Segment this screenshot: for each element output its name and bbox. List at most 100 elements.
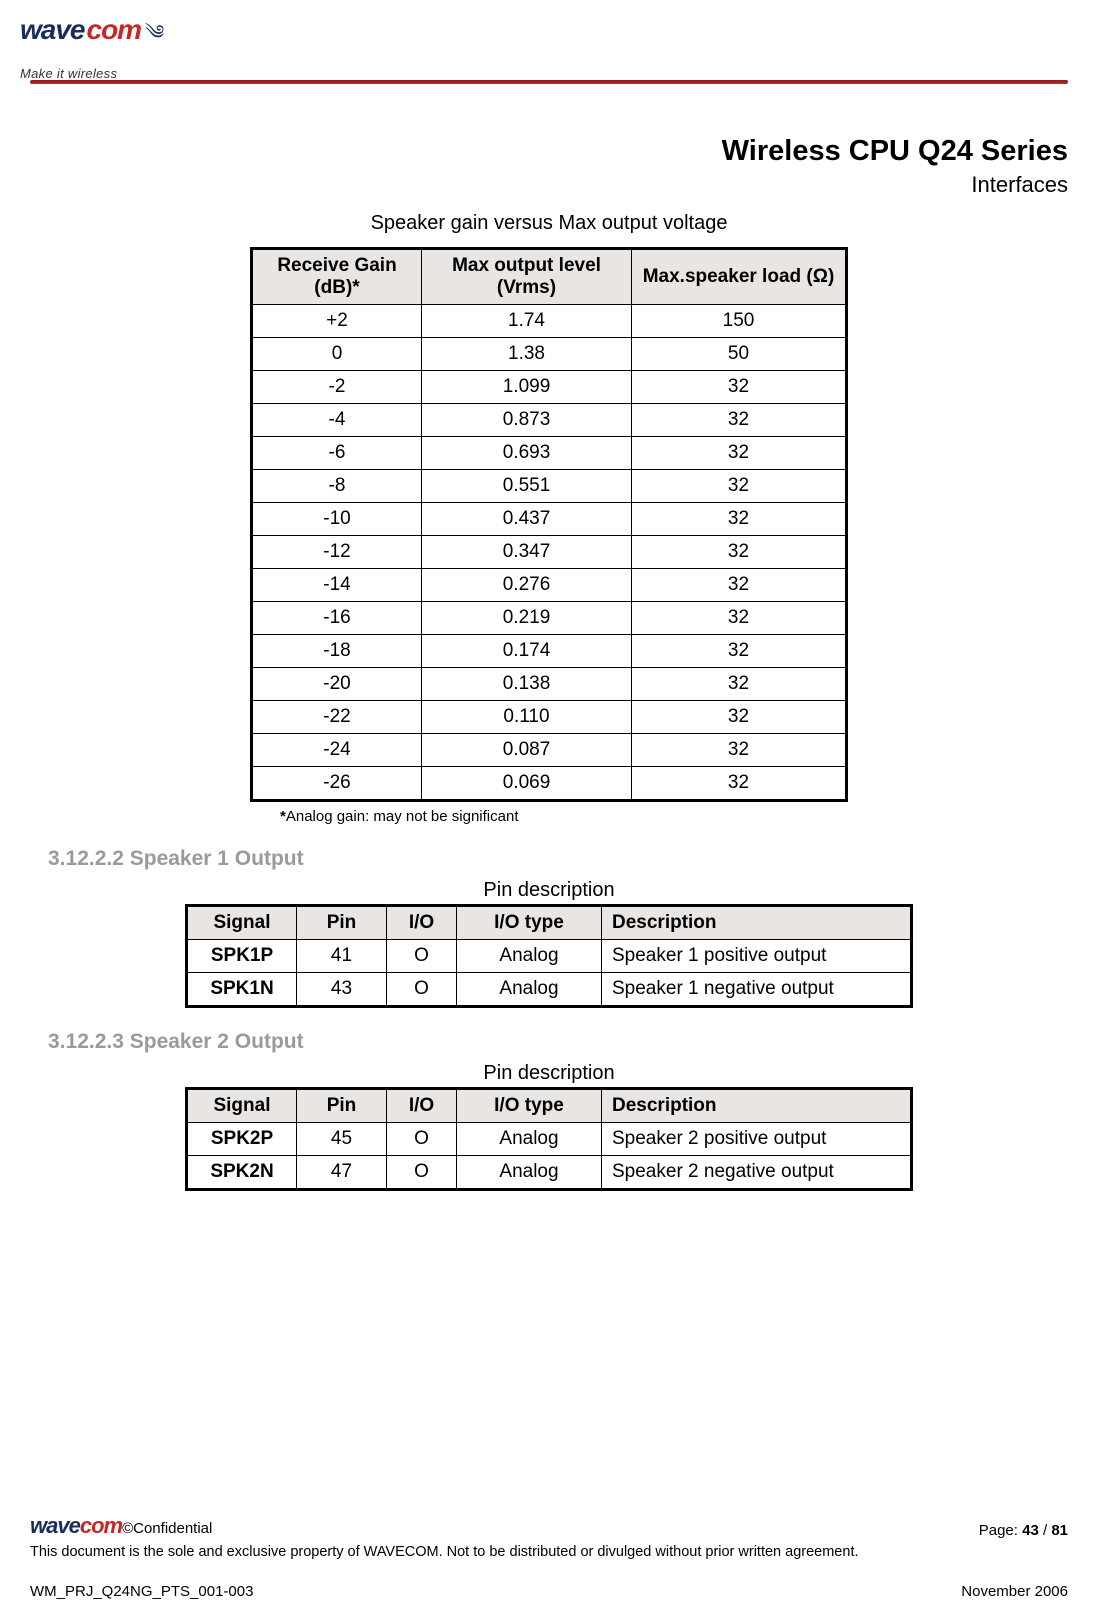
table-cell: -18 <box>252 635 422 668</box>
table-cell: 32 <box>632 569 847 602</box>
table-cell: 32 <box>632 536 847 569</box>
table-cell: 43 <box>297 973 387 1007</box>
table-cell: -6 <box>252 437 422 470</box>
table-cell: 41 <box>297 940 387 973</box>
table-row: -140.27632 <box>252 569 847 602</box>
table-row: SPK2N47OAnalogSpeaker 2 negative output <box>187 1156 912 1190</box>
table-cell: -2 <box>252 371 422 404</box>
doc-title: Wireless CPU Q24 Series <box>30 135 1068 168</box>
column-header: I/O <box>387 906 457 940</box>
column-header: I/O type <box>457 906 602 940</box>
table-row: 01.3850 <box>252 338 847 371</box>
table-cell: -10 <box>252 503 422 536</box>
table-row: -100.43732 <box>252 503 847 536</box>
disclaimer-text: This document is the sole and exclusive … <box>30 1543 1068 1561</box>
table-cell: 0.347 <box>422 536 632 569</box>
table-cell: Analog <box>457 1123 602 1156</box>
table-cell: Analog <box>457 940 602 973</box>
table-cell: 0.069 <box>422 767 632 801</box>
confidential-label: ©Confidential <box>122 1520 212 1537</box>
table-cell: -22 <box>252 701 422 734</box>
table1-footnote: *Analog gain: may not be significant <box>280 808 1068 825</box>
table-cell: 0.138 <box>422 668 632 701</box>
column-header: Max.speaker load (Ω) <box>632 249 847 305</box>
table-cell: -26 <box>252 767 422 801</box>
column-header: Signal <box>187 906 297 940</box>
column-header: Max output level (Vrms) <box>422 249 632 305</box>
doc-reference: WM_PRJ_Q24NG_PTS_001-003 <box>30 1583 253 1600</box>
doc-titles: Wireless CPU Q24 Series Interfaces <box>30 135 1068 198</box>
column-header: Receive Gain (dB)* <box>252 249 422 305</box>
pin-desc-caption-2: Pin description <box>30 1062 1068 1085</box>
column-header: Description <box>602 906 912 940</box>
table-cell: 0.219 <box>422 602 632 635</box>
table-cell: 32 <box>632 668 847 701</box>
pin-desc-caption-1: Pin description <box>30 879 1068 902</box>
table-cell: 32 <box>632 503 847 536</box>
table-cell: Speaker 2 positive output <box>602 1123 912 1156</box>
table-cell: 0.110 <box>422 701 632 734</box>
table-cell: 45 <box>297 1123 387 1156</box>
header-divider <box>30 80 1068 84</box>
column-header: I/O <box>387 1089 457 1123</box>
table-cell: O <box>387 973 457 1007</box>
section-heading-spk1: 3.12.2.2 Speaker 1 Output <box>48 847 1068 871</box>
brand-tagline: Make it wireless <box>20 66 164 81</box>
column-header: Pin <box>297 1089 387 1123</box>
table-cell: SPK2N <box>187 1156 297 1190</box>
doc-subtitle: Interfaces <box>30 172 1068 198</box>
column-header: Pin <box>297 906 387 940</box>
table1-caption: Speaker gain versus Max output voltage <box>30 212 1068 235</box>
table-cell: 0.276 <box>422 569 632 602</box>
table-cell: O <box>387 940 457 973</box>
table-cell: 47 <box>297 1156 387 1190</box>
column-header: Description <box>602 1089 912 1123</box>
table-cell: -4 <box>252 404 422 437</box>
table-row: -160.21932 <box>252 602 847 635</box>
footer-logo: wavecom <box>30 1513 122 1539</box>
page-footer: wavecom ©Confidential Page: 43 / 81 This… <box>30 1513 1068 1600</box>
page-number: Page: 43 / 81 <box>979 1522 1068 1539</box>
table-cell: SPK2P <box>187 1123 297 1156</box>
table-cell: Speaker 1 positive output <box>602 940 912 973</box>
table-cell: 32 <box>632 602 847 635</box>
table-cell: 0.551 <box>422 470 632 503</box>
brand-part2: com <box>87 14 142 46</box>
table-cell: -16 <box>252 602 422 635</box>
table-cell: 0.174 <box>422 635 632 668</box>
doc-date: November 2006 <box>961 1583 1068 1600</box>
table-cell: 50 <box>632 338 847 371</box>
table-row: -240.08732 <box>252 734 847 767</box>
table-cell: O <box>387 1156 457 1190</box>
table-cell: SPK1N <box>187 973 297 1007</box>
table-cell: 1.099 <box>422 371 632 404</box>
table-cell: -14 <box>252 569 422 602</box>
table-row: -80.55132 <box>252 470 847 503</box>
table-row: -180.17432 <box>252 635 847 668</box>
table-row: -200.13832 <box>252 668 847 701</box>
table-cell: Analog <box>457 1156 602 1190</box>
table-cell: Speaker 2 negative output <box>602 1156 912 1190</box>
table-row: +21.74150 <box>252 305 847 338</box>
table-cell: 32 <box>632 404 847 437</box>
pin-table-spk2: SignalPinI/OI/O typeDescription SPK2P45O… <box>185 1087 913 1191</box>
table-cell: 32 <box>632 371 847 404</box>
table-cell: -8 <box>252 470 422 503</box>
table-row: -220.11032 <box>252 701 847 734</box>
column-header: I/O type <box>457 1089 602 1123</box>
table-cell: -24 <box>252 734 422 767</box>
brand-swish-icon: ༄ <box>145 10 164 66</box>
table-cell: 32 <box>632 635 847 668</box>
brand-part1: wave <box>20 14 85 46</box>
table-cell: SPK1P <box>187 940 297 973</box>
table-cell: -20 <box>252 668 422 701</box>
header: wavecom༄ Make it wireless <box>30 10 1068 105</box>
table-cell: 32 <box>632 734 847 767</box>
table-cell: Analog <box>457 973 602 1007</box>
table-cell: 32 <box>632 701 847 734</box>
table-cell: 32 <box>632 767 847 801</box>
table-row: -260.06932 <box>252 767 847 801</box>
table-cell: 0.693 <box>422 437 632 470</box>
table-cell: Speaker 1 negative output <box>602 973 912 1007</box>
table-cell: O <box>387 1123 457 1156</box>
